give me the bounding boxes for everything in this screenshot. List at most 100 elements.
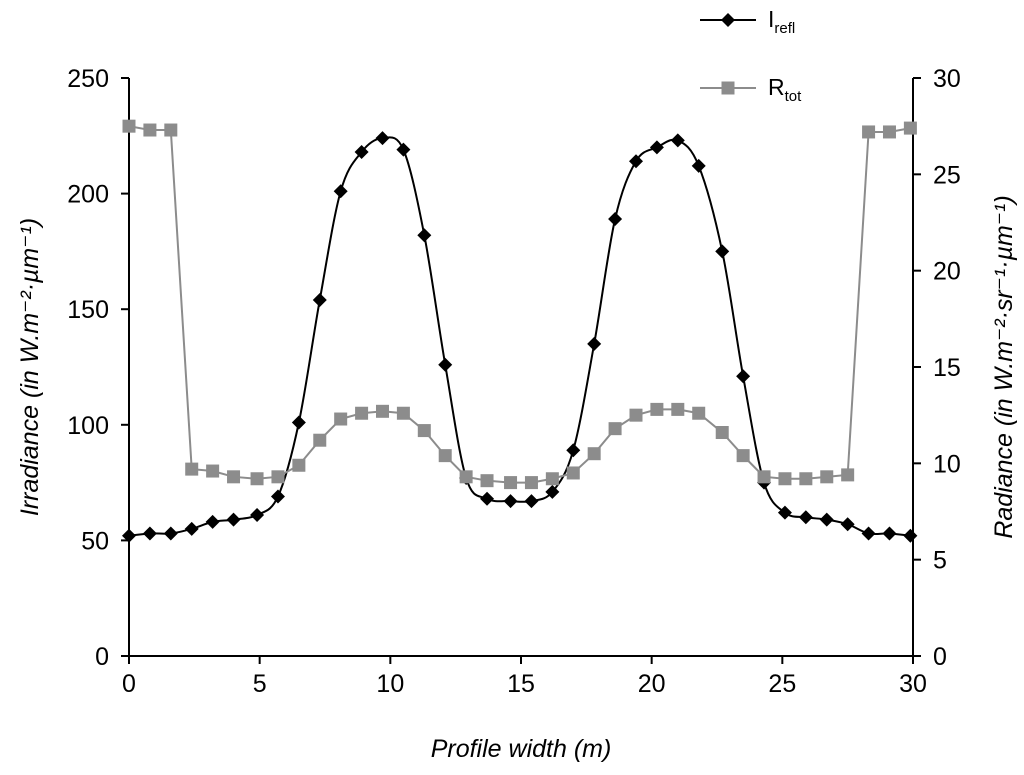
data-point-square <box>862 125 875 138</box>
series-layer <box>122 120 917 543</box>
data-point-square <box>460 470 473 483</box>
right-tick-label: 15 <box>933 354 961 382</box>
legend-marker-diamond <box>721 13 735 27</box>
data-point-diamond <box>629 154 643 168</box>
x-tick-label: 0 <box>122 670 136 698</box>
x-tick-label: 25 <box>768 670 796 698</box>
data-point-square <box>397 407 410 420</box>
data-point-square <box>546 472 559 485</box>
data-point-diamond <box>882 526 896 540</box>
data-point-square <box>567 466 580 479</box>
data-point-diamond <box>206 515 220 529</box>
data-point-diamond <box>903 529 917 543</box>
right-axis-title: Radiance (in W.m⁻²·sr⁻¹·µm⁻¹) <box>990 195 1018 538</box>
x-axis-title: Profile width (m) <box>431 735 612 763</box>
left-tick-label: 150 <box>67 296 109 324</box>
data-point-diamond <box>566 443 580 457</box>
x-tick-label: 30 <box>899 670 927 698</box>
data-point-square <box>439 449 452 462</box>
legend-label-rtot: Rtot <box>768 74 802 105</box>
legend-marker-square <box>722 82 735 95</box>
right-tick-label: 30 <box>933 65 961 93</box>
data-point-square <box>883 125 896 138</box>
data-point-diamond <box>313 293 327 307</box>
data-point-square <box>778 472 791 485</box>
series-line-rtot <box>129 126 910 482</box>
left-tick-label: 100 <box>67 412 109 440</box>
data-point-diamond <box>271 489 285 503</box>
legend-label-main: R <box>768 74 785 100</box>
data-point-square <box>671 403 684 416</box>
data-point-square <box>716 426 729 439</box>
data-point-square <box>251 472 264 485</box>
right-tick-label: 10 <box>933 450 961 478</box>
axes: 0 5 10 15 20 25 30050100150200250051015202530P… <box>16 65 1018 763</box>
data-point-diamond <box>438 358 452 372</box>
legend-label-irefl: Irefl <box>768 6 795 37</box>
data-point-square <box>185 463 198 476</box>
left-tick-label: 200 <box>67 181 109 209</box>
data-point-square <box>206 465 219 478</box>
data-point-diamond <box>524 494 538 508</box>
series-rtot <box>123 120 917 489</box>
right-tick-label: 0 <box>933 643 947 671</box>
data-point-diamond <box>608 212 622 226</box>
data-point-square <box>820 470 833 483</box>
data-point-square <box>123 120 136 133</box>
data-point-square <box>227 470 240 483</box>
data-point-square <box>271 470 284 483</box>
right-tick-label: 20 <box>933 258 961 286</box>
data-point-square <box>737 449 750 462</box>
data-point-diamond <box>671 133 685 147</box>
data-point-square <box>334 413 347 426</box>
left-axis-title: Irradiance (in W.m⁻²·µm⁻¹) <box>16 218 44 516</box>
right-tick-label: 25 <box>933 161 961 189</box>
data-point-diamond <box>164 526 178 540</box>
x-tick-label: 15 <box>507 670 535 698</box>
data-point-diamond <box>715 244 729 258</box>
data-point-square <box>313 434 326 447</box>
left-tick-label: 50 <box>81 527 109 555</box>
data-point-diamond <box>227 513 241 527</box>
legend: Irefl Rtot <box>700 6 802 105</box>
data-point-diamond <box>799 510 813 524</box>
x-tick-label: 10 <box>376 670 404 698</box>
data-point-diamond <box>736 369 750 383</box>
data-point-square <box>292 459 305 472</box>
data-point-diamond <box>185 522 199 536</box>
data-point-diamond <box>504 494 518 508</box>
data-point-diamond <box>417 228 431 242</box>
data-point-diamond <box>334 184 348 198</box>
data-point-square <box>355 407 368 420</box>
data-point-square <box>799 472 812 485</box>
legend-label-subscript: tot <box>785 88 803 105</box>
dual-axis-line-chart: 0 5 10 15 20 25 30050100150200250051015202530P… <box>0 0 1024 775</box>
data-point-square <box>164 124 177 137</box>
data-point-diamond <box>862 526 876 540</box>
data-point-diamond <box>841 517 855 531</box>
data-point-diamond <box>143 526 157 540</box>
data-point-square <box>758 470 771 483</box>
data-point-diamond <box>375 131 389 145</box>
data-point-square <box>841 468 854 481</box>
legend-label-subscript: refl <box>774 20 795 37</box>
data-point-square <box>418 424 431 437</box>
data-point-square <box>609 422 622 435</box>
data-point-diamond <box>250 508 264 522</box>
data-point-square <box>525 476 538 489</box>
series-irefl <box>122 131 917 543</box>
data-point-diamond <box>692 159 706 173</box>
left-tick-label: 250 <box>67 65 109 93</box>
data-point-square <box>376 405 389 418</box>
data-point-diamond <box>292 415 306 429</box>
data-point-square <box>504 476 517 489</box>
x-tick-label: 5 <box>253 670 267 698</box>
data-point-diamond <box>480 492 494 506</box>
data-point-diamond <box>396 143 410 157</box>
data-point-square <box>143 124 156 137</box>
data-point-square <box>904 122 917 135</box>
data-point-diamond <box>820 513 834 527</box>
right-tick-label: 5 <box>933 547 947 575</box>
data-point-square <box>481 474 494 487</box>
data-point-diamond <box>650 140 664 154</box>
